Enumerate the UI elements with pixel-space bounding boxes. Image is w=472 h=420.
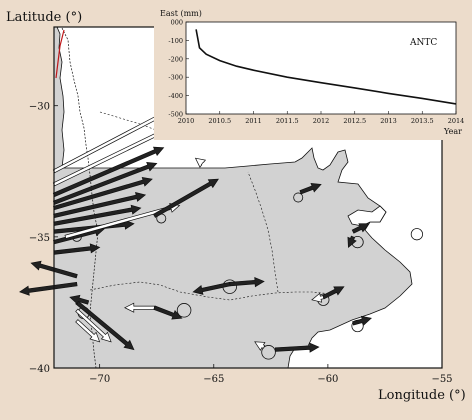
inset-y-tick-label: -400	[168, 92, 183, 100]
inset-series-line	[195, 29, 457, 105]
velocity-arrow	[153, 305, 183, 320]
inset-x-tick-label: 2014	[448, 117, 465, 125]
lat-tick-label: −35	[29, 233, 50, 244]
velocity-arrow	[19, 281, 78, 296]
lon-tick-label: −65	[203, 374, 224, 385]
site-marker	[176, 303, 192, 318]
inset-y-tick-label: -500	[168, 111, 183, 119]
inset-x-tick-label: 2012.5	[343, 117, 366, 125]
inset-y-tick-label: -200	[168, 55, 183, 63]
inset-plot-area	[185, 21, 457, 115]
velocity-arrows	[19, 105, 372, 353]
velocity-arrow	[299, 182, 322, 195]
inset-title: East (mm)	[160, 9, 202, 18]
velocity-arrow	[124, 302, 155, 313]
velocity-arrow	[53, 243, 101, 255]
inset-x-tick-label: 2013.5	[411, 117, 434, 125]
inset-y-tick-label: -300	[168, 74, 183, 82]
velocity-arrow	[229, 277, 265, 288]
inset-station-label: ANTC	[409, 38, 437, 48]
chile-coast-red	[55, 29, 65, 79]
lat-tick-label: −40	[29, 364, 50, 375]
inset-x-tick-label: 2012	[313, 117, 330, 125]
inset-x-tick-label: 2010.5	[208, 117, 231, 125]
inset-x-axis-title: Year	[443, 127, 462, 136]
velocity-arrow	[322, 286, 345, 300]
x-axis-label: Longitude (°)	[378, 388, 466, 403]
country-border	[61, 27, 99, 369]
site-marker	[261, 345, 276, 360]
map-ticks: −70 −65 −60 −55 −30 −35 −40	[29, 102, 453, 385]
velocity-arrow	[53, 204, 142, 226]
lon-tick-label: −60	[317, 374, 338, 385]
inset-y-tick-label: -100	[168, 37, 183, 45]
velocity-arrow	[53, 176, 153, 211]
velocity-arrow	[75, 308, 112, 343]
velocity-arrow	[52, 161, 158, 205]
inset-ticks: 2010 2010.5 2011 2011.5 2012 2012.5 2013 2013.5…	[168, 19, 464, 126]
velocity-arrow	[75, 319, 101, 343]
lat-tick-label: −30	[29, 102, 50, 113]
velocity-arrow	[194, 157, 207, 168]
inset-x-tick-label: 2011	[245, 117, 262, 125]
site-marker	[293, 192, 304, 203]
coast-estuary	[347, 205, 387, 227]
velocity-arrow	[254, 341, 266, 351]
inset-x-tick-label: 2011.5	[276, 117, 299, 125]
lon-tick-label: −70	[89, 374, 110, 385]
velocity-arrow	[274, 342, 320, 353]
velocity-arrow	[347, 235, 357, 249]
site-marker	[410, 228, 423, 241]
velocity-arrow	[311, 292, 325, 303]
velocity-arrow	[53, 192, 147, 219]
inset-x-tick-label: 2010	[178, 117, 195, 125]
y-axis-label: Latitude (°)	[6, 10, 83, 25]
velocity-arrow	[192, 281, 231, 295]
velocity-arrow	[75, 300, 135, 351]
velocity-arrow	[52, 146, 165, 197]
inset-panel: East (mm) ANTC Year 2010 2010.5 2011 2011.5…	[154, 6, 468, 140]
velocity-arrow	[153, 178, 219, 218]
inset-y-tick-label: 000	[171, 19, 183, 27]
land-continent	[53, 26, 413, 369]
inset-x-tick-label: 2013	[380, 117, 397, 125]
velocity-arrow	[352, 315, 372, 326]
velocity-arrow	[53, 219, 135, 234]
velocity-arrow	[69, 294, 90, 305]
province-border-2	[247, 171, 279, 293]
lon-tick-label: −55	[431, 374, 452, 385]
velocity-arrow	[351, 223, 370, 234]
